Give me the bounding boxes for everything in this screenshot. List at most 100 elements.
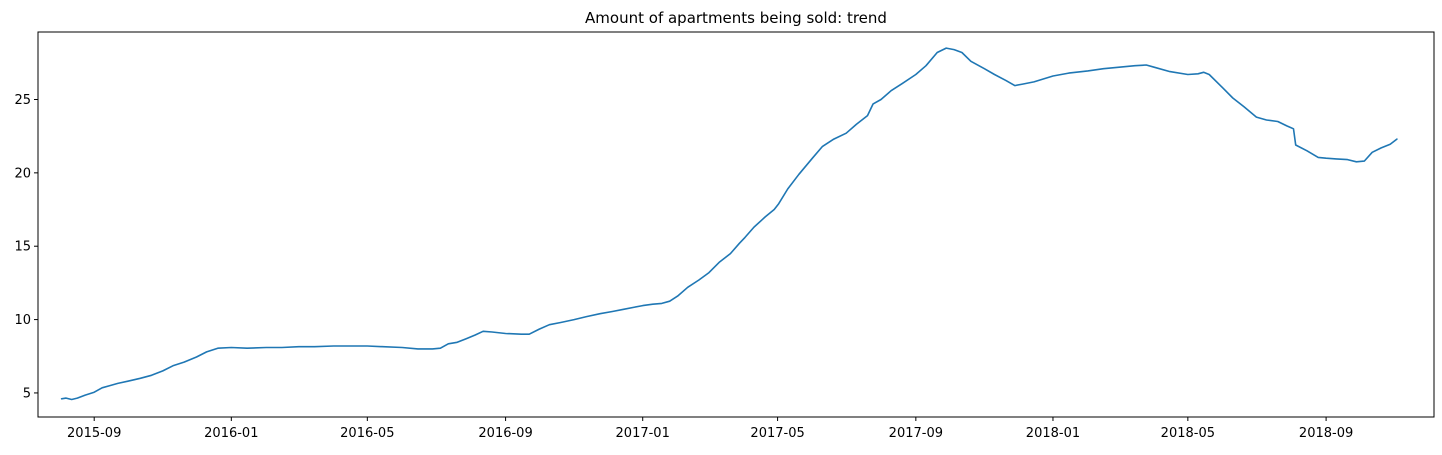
x-tick-label: 2017-09 xyxy=(889,426,943,441)
data-point xyxy=(1256,117,1257,118)
data-point xyxy=(206,351,207,352)
data-point xyxy=(586,316,587,317)
data-point xyxy=(880,99,881,100)
y-tick-label: 15 xyxy=(14,240,31,255)
data-point xyxy=(891,90,892,91)
data-point xyxy=(140,378,141,379)
data-point xyxy=(521,334,522,335)
data-point xyxy=(1336,158,1337,159)
data-point xyxy=(127,381,128,382)
data-point xyxy=(1295,144,1296,145)
data-point xyxy=(873,103,874,104)
data-point xyxy=(778,203,779,204)
data-point xyxy=(298,346,299,347)
data-point xyxy=(440,348,441,349)
data-point xyxy=(281,347,282,348)
data-point xyxy=(172,365,173,366)
data-point xyxy=(1318,157,1319,158)
data-point xyxy=(798,174,799,175)
data-point xyxy=(677,296,678,297)
data-point xyxy=(349,345,350,346)
data-point xyxy=(1364,161,1365,162)
data-point xyxy=(846,133,847,134)
data-point xyxy=(961,52,962,53)
data-point xyxy=(634,307,635,308)
data-point xyxy=(483,331,484,332)
data-point xyxy=(402,347,403,348)
data-point xyxy=(739,243,740,244)
data-point xyxy=(719,262,720,263)
data-point xyxy=(66,398,67,399)
data-point xyxy=(1306,150,1307,151)
data-point xyxy=(753,227,754,228)
data-point xyxy=(266,347,267,348)
data-point xyxy=(1014,85,1015,86)
data-point xyxy=(432,348,433,349)
data-point xyxy=(529,334,530,335)
data-point xyxy=(1087,70,1088,71)
data-point xyxy=(787,188,788,189)
x-tick-label: 2018-09 xyxy=(1299,426,1353,441)
data-point xyxy=(1286,125,1287,126)
data-point xyxy=(599,313,600,314)
data-point xyxy=(994,74,995,75)
data-point xyxy=(560,322,561,323)
data-point xyxy=(61,398,62,399)
data-point xyxy=(1293,128,1294,129)
data-point xyxy=(549,324,550,325)
data-point xyxy=(1052,75,1053,76)
data-point xyxy=(1243,106,1244,107)
data-point xyxy=(1232,97,1233,98)
series-line xyxy=(60,47,1398,401)
y-tick-label: 25 xyxy=(14,93,31,108)
data-point xyxy=(661,303,662,304)
data-point xyxy=(1022,84,1023,85)
data-point xyxy=(117,383,118,384)
data-point xyxy=(925,65,926,66)
data-point xyxy=(984,68,985,69)
data-point xyxy=(970,61,971,62)
chart-title: Amount of apartments being sold: trend xyxy=(585,9,887,27)
data-point xyxy=(333,345,334,346)
x-tick-label: 2017-05 xyxy=(750,426,804,441)
data-point xyxy=(539,329,540,330)
y-tick-label: 20 xyxy=(14,166,31,181)
x-tick-label: 2015-09 xyxy=(67,426,121,441)
data-point xyxy=(833,139,834,140)
data-point xyxy=(652,304,653,305)
data-point xyxy=(902,83,903,84)
data-point xyxy=(71,399,72,400)
data-point xyxy=(1033,81,1034,82)
data-point xyxy=(102,387,103,388)
data-point xyxy=(856,124,857,125)
data-point xyxy=(1372,152,1373,153)
data-point xyxy=(937,52,938,53)
y-axis-ticks: 5 10 15 20 25 xyxy=(14,93,38,401)
data-point xyxy=(574,319,575,320)
data-point xyxy=(1356,161,1357,162)
data-point xyxy=(1203,72,1204,73)
data-point xyxy=(162,370,163,371)
data-point xyxy=(1381,147,1382,148)
data-point xyxy=(1169,71,1170,72)
x-tick-label: 2016-09 xyxy=(478,426,532,441)
data-point xyxy=(109,385,110,386)
data-point xyxy=(774,209,775,210)
series-layer xyxy=(60,47,1398,401)
data-point xyxy=(730,253,731,254)
data-point xyxy=(184,362,185,363)
data-point xyxy=(946,48,947,49)
data-point xyxy=(383,346,384,347)
data-point xyxy=(1197,73,1198,74)
y-tick-label: 5 xyxy=(23,386,31,401)
data-point xyxy=(448,343,449,344)
data-point xyxy=(457,342,458,343)
data-point xyxy=(417,348,418,349)
data-point xyxy=(492,331,493,332)
data-point xyxy=(1154,67,1155,68)
data-point xyxy=(623,309,624,310)
plot-frame xyxy=(37,31,1435,418)
data-point xyxy=(708,272,709,273)
